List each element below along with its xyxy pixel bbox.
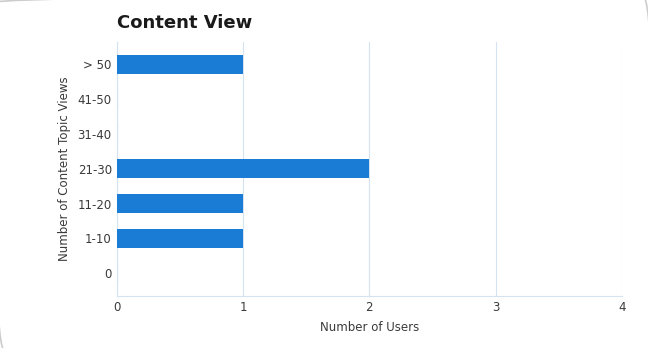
Bar — [117, 229, 243, 248]
Bar — [117, 55, 243, 74]
Text: Content View: Content View — [117, 14, 252, 32]
Bar — [117, 159, 369, 178]
X-axis label: Number of Users: Number of Users — [319, 321, 419, 334]
Bar — [117, 194, 243, 213]
Y-axis label: Number of Content Topic Views: Number of Content Topic Views — [58, 77, 71, 261]
